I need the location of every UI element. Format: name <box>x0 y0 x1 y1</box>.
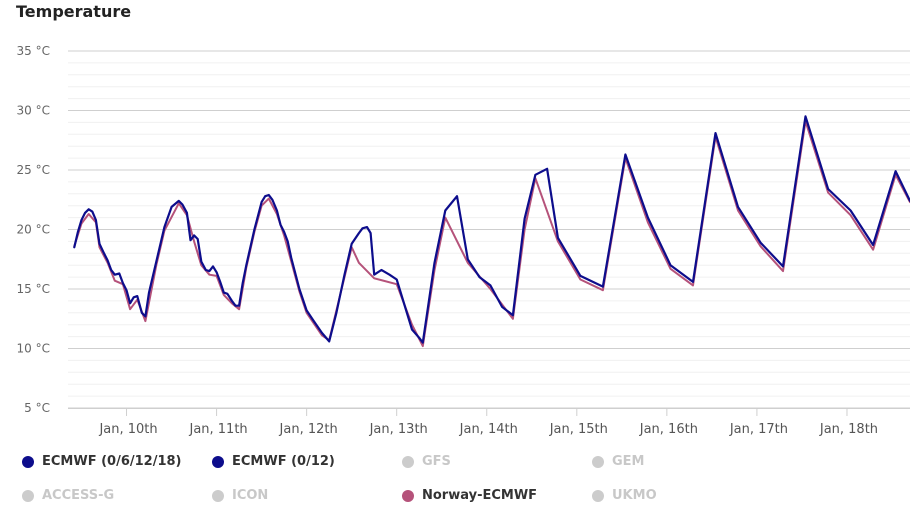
chart-legend: ECMWF (0/6/12/18) ECMWF (0/12) GFS GEM ACCES… <box>0 448 910 518</box>
legend-label: ECMWF (0/6/12/18) <box>42 454 182 469</box>
x-tick-label: Jan, 15th <box>549 422 608 437</box>
legend-item-access-g[interactable]: ACCESS-G <box>22 488 114 503</box>
legend-marker-icon <box>592 455 604 468</box>
legend-marker-icon <box>402 455 414 468</box>
legend-label: UKMO <box>612 488 657 503</box>
x-tick-label: Jan, 16th <box>639 422 698 437</box>
x-tick-label: Jan, 18th <box>819 422 878 437</box>
legend-marker-icon <box>402 489 414 502</box>
legend-item-gem[interactable]: GEM <box>592 454 645 469</box>
legend-label: Norway-ECMWF <box>422 488 538 503</box>
legend-marker-icon <box>22 489 34 502</box>
legend-marker-icon <box>212 489 224 502</box>
legend-label: ACCESS-G <box>42 488 115 503</box>
y-tick-label: 30 °C <box>17 104 50 118</box>
legend-marker-icon <box>212 455 224 468</box>
legend-marker-icon <box>592 489 604 502</box>
legend-item-ecmwf-0-6-12-18[interactable]: ECMWF (0/6/12/18) <box>22 454 182 469</box>
legend-item-icon[interactable]: ICON <box>212 488 268 503</box>
x-tick-label: Jan, 10th <box>98 422 157 437</box>
y-tick-label: 25 °C <box>17 163 50 177</box>
x-tick-label: Jan, 17th <box>729 422 788 437</box>
y-tick-label: 10 °C <box>17 342 50 356</box>
y-tick-label: 20 °C <box>17 223 50 237</box>
x-tick-label: Jan, 11th <box>188 422 247 437</box>
chart-title: Temperature <box>16 2 132 21</box>
legend-item-norway-ecmwf[interactable]: Norway-ECMWF <box>402 488 537 503</box>
legend-label: GFS <box>422 454 451 469</box>
legend-label: ECMWF (0/12) <box>232 454 335 469</box>
x-tick-label: Jan, 14th <box>459 422 518 437</box>
y-tick-label: 5 °C <box>24 401 50 415</box>
legend-item-ecmwf-0-12[interactable]: ECMWF (0/12) <box>212 454 335 469</box>
legend-marker-icon <box>22 455 34 468</box>
x-tick-label: Jan, 12th <box>279 422 338 437</box>
x-tick-label: Jan, 13th <box>369 422 428 437</box>
y-tick-label: 35 °C <box>17 44 50 58</box>
temperature-chart: 5 °C 10 °C 15 °C 20 °C 25 °C 30 °C 35 °C Jan, 1… <box>17 44 910 437</box>
legend-item-ukmo[interactable]: UKMO <box>592 488 657 503</box>
legend-item-gfs[interactable]: GFS <box>402 454 451 469</box>
legend-label: GEM <box>612 454 645 469</box>
legend-label: ICON <box>232 488 269 503</box>
y-tick-label: 15 °C <box>17 282 50 296</box>
series-line-ecmwf-0-6-12-18 <box>73 115 910 344</box>
